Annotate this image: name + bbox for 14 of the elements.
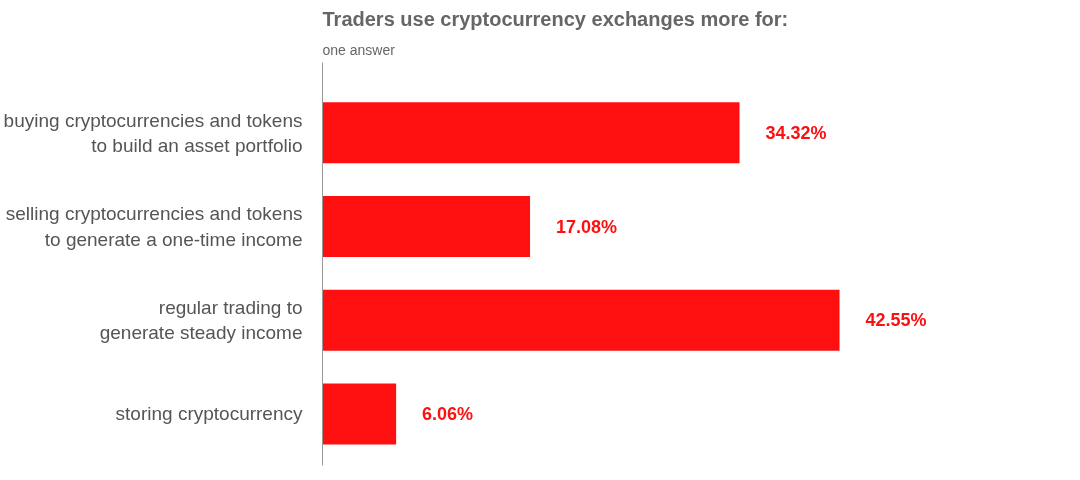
chart-subtitle: one answer bbox=[322, 41, 396, 58]
y-tick-label: regular trading to generate steady income bbox=[99, 297, 303, 344]
data-label: 6.06% bbox=[421, 403, 474, 424]
bar bbox=[322, 383, 397, 445]
chart-title: Traders use cryptocurrency exchanges more for: bbox=[322, 7, 789, 30]
bar bbox=[322, 196, 531, 257]
bar bbox=[322, 102, 740, 164]
data-label: 17.08% bbox=[555, 216, 617, 237]
data-label: 34.32% bbox=[765, 122, 827, 143]
y-tick-label: storing cryptocurrency bbox=[115, 403, 303, 425]
y-tick-label: buying cryptocurrencies and tokens to build an asset portfolio bbox=[3, 109, 303, 156]
bar bbox=[322, 289, 840, 351]
y-tick-label: selling cryptocurrencies and tokens to generate a one-time income bbox=[5, 203, 303, 250]
data-label: 42.55% bbox=[865, 310, 927, 331]
